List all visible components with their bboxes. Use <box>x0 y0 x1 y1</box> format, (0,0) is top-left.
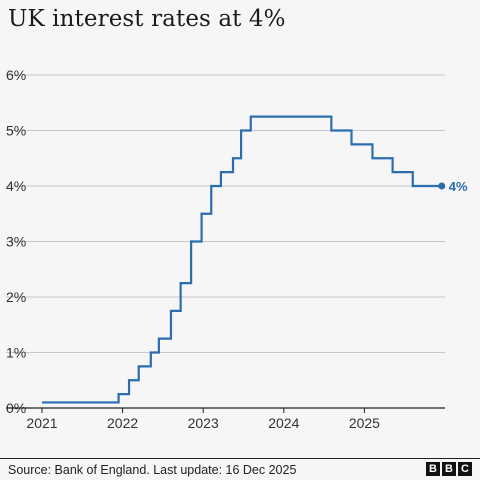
x-tick-label: 2024 <box>268 415 299 431</box>
gridlines <box>6 74 445 353</box>
source-note: Source: Bank of England. Last update: 16… <box>8 463 297 477</box>
footer-divider <box>0 458 480 459</box>
y-tick-label: 5% <box>6 123 26 139</box>
y-tick-label: 6% <box>6 67 26 83</box>
end-point-marker <box>438 182 446 190</box>
footer: Source: Bank of England. Last update: 16… <box>0 458 480 480</box>
x-tick-label: 2022 <box>107 415 138 431</box>
bbc-logo-block: C <box>458 462 472 476</box>
bbc-logo-block: B <box>426 462 440 476</box>
series-line <box>42 115 442 404</box>
y-tick-label: 3% <box>6 234 26 250</box>
y-axis-tick-labels: 0%1%2%3%4%5%6% <box>6 67 26 416</box>
chart-area: 0%1%2%3%4%5%6% 2021 2022 2023 2024 2025 4% <box>6 67 468 431</box>
y-tick-label: 4% <box>6 178 26 194</box>
x-axis: 2021 2022 2023 2024 2025 <box>6 407 445 431</box>
end-value-label: 4% <box>449 179 468 194</box>
bbc-logo-block: B <box>442 462 456 476</box>
chart-title: UK interest rates at 4% <box>8 6 286 32</box>
x-tick-label: 2025 <box>349 415 380 431</box>
series-group: 4% <box>42 115 468 404</box>
x-tick-label: 2021 <box>26 415 57 431</box>
bbc-logo: B B C <box>426 462 472 476</box>
y-tick-label: 1% <box>6 345 26 361</box>
y-tick-label: 2% <box>6 289 26 305</box>
x-tick-label: 2023 <box>188 415 219 431</box>
